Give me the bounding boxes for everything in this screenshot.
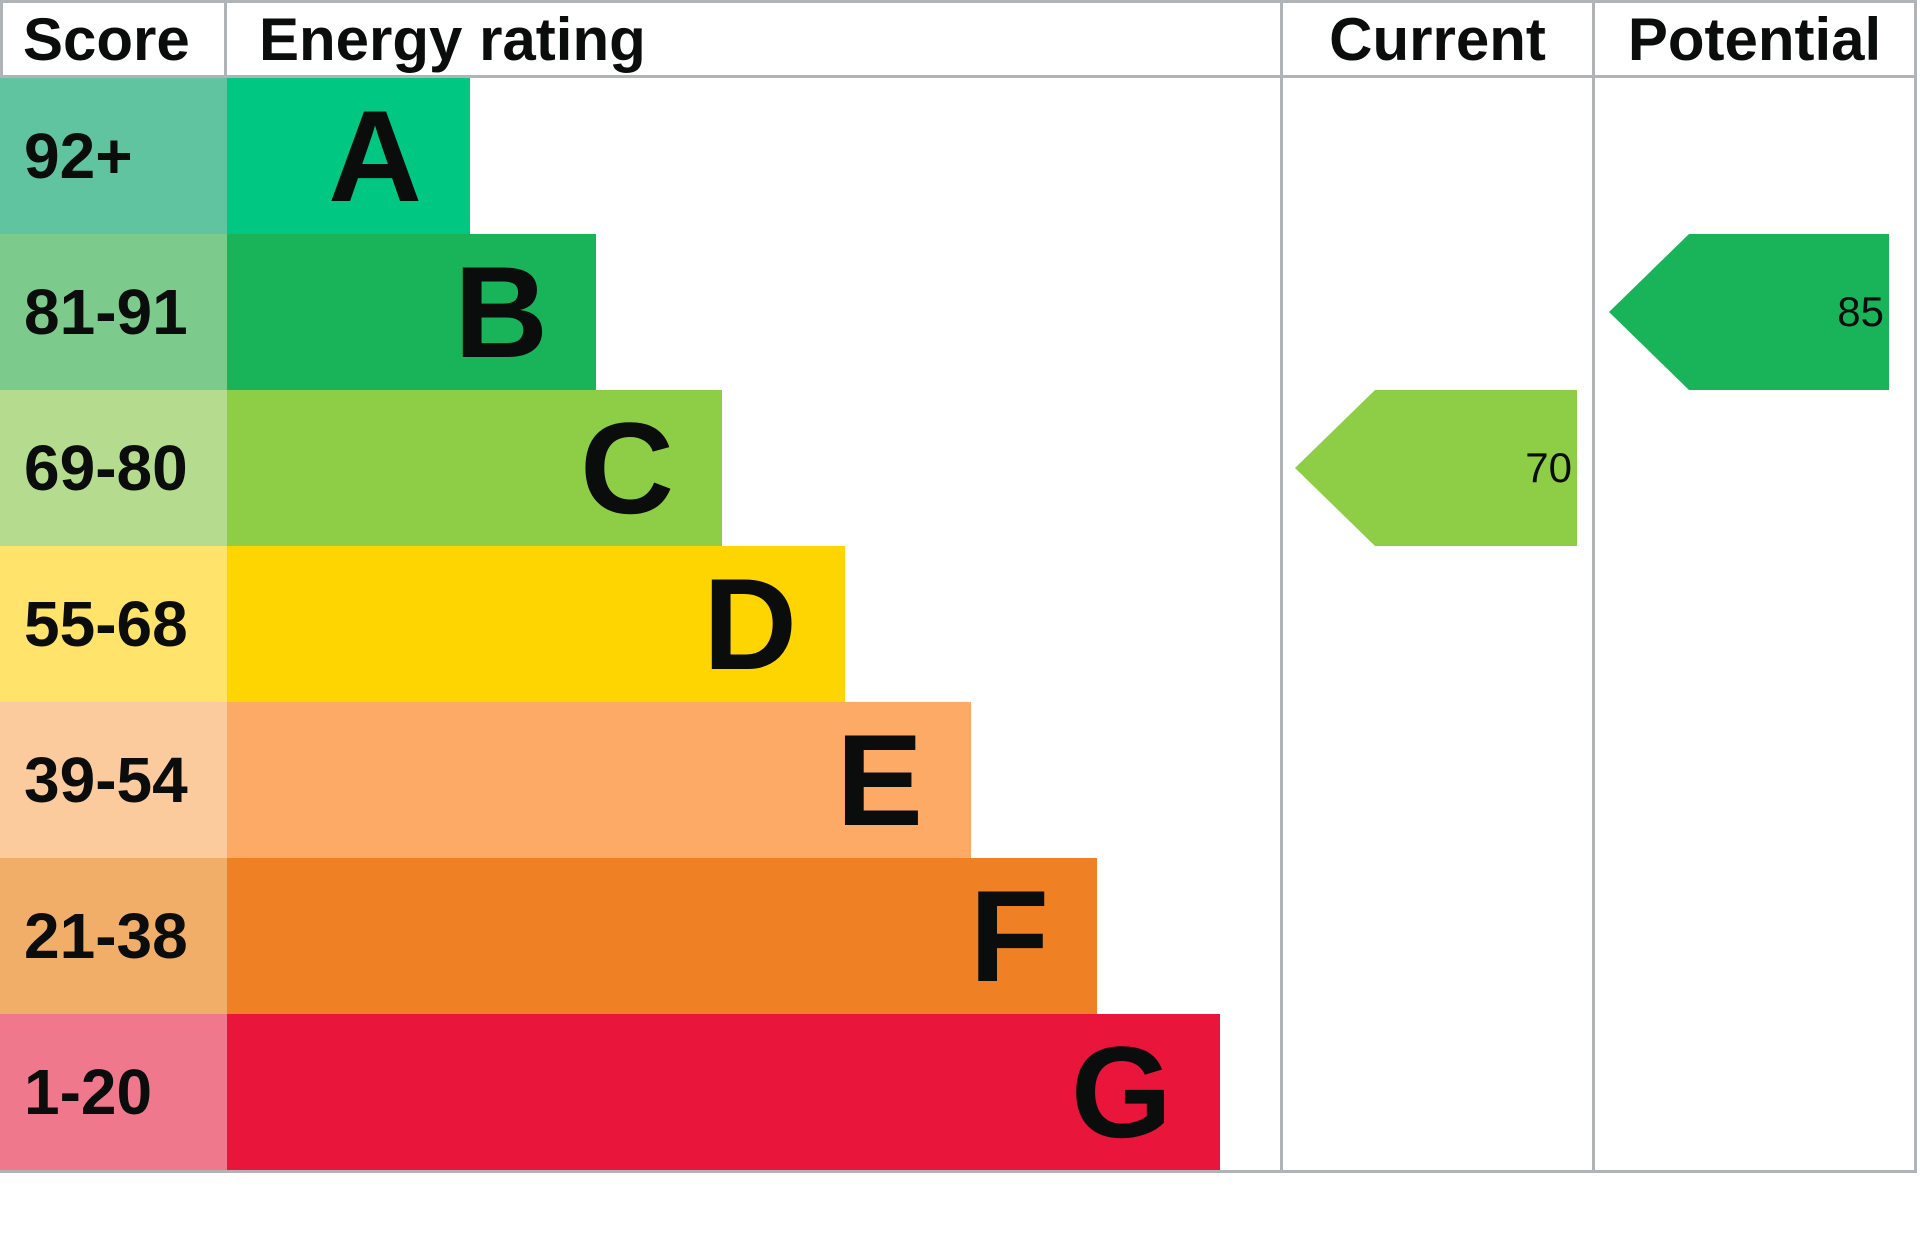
score-range-label: 81-91 bbox=[24, 276, 188, 348]
current-rating-value: 70 bbox=[1525, 444, 1572, 491]
band-letter: F bbox=[969, 863, 1049, 1009]
band-row-d: 55-68 D bbox=[0, 546, 1920, 702]
score-range-label: 55-68 bbox=[24, 588, 188, 660]
band-letter: B bbox=[454, 239, 548, 385]
band-row-a: 92+ A bbox=[0, 78, 1920, 234]
band-letter: A bbox=[328, 83, 422, 229]
score-cell-f: 21-38 bbox=[0, 858, 227, 1014]
score-range-label: 92+ bbox=[24, 120, 133, 192]
score-cell-e: 39-54 bbox=[0, 702, 227, 858]
band-bar-d: D bbox=[227, 546, 845, 702]
band-bar-a: A bbox=[227, 78, 470, 234]
band-letter: D bbox=[703, 551, 797, 697]
score-range-label: 1-20 bbox=[24, 1056, 153, 1128]
header-bottom-border bbox=[0, 75, 1917, 78]
table-top-border bbox=[0, 0, 1917, 3]
current-column-divider bbox=[1280, 0, 1283, 1173]
band-row-f: 21-38 F bbox=[0, 858, 1920, 1014]
table-right-border bbox=[1914, 0, 1917, 1173]
score-header-divider bbox=[224, 3, 227, 75]
band-bar-g: G bbox=[227, 1014, 1220, 1170]
table-bottom-border bbox=[0, 1170, 1917, 1173]
band-letter: C bbox=[580, 395, 674, 541]
band-bar-f: F bbox=[227, 858, 1097, 1014]
header-left-border bbox=[0, 0, 3, 78]
score-column-header: Score bbox=[23, 5, 190, 73]
band-letter: E bbox=[836, 707, 923, 853]
score-range-label: 69-80 bbox=[24, 432, 188, 504]
band-bar-b: B bbox=[227, 234, 596, 390]
score-cell-g: 1-20 bbox=[0, 1014, 227, 1170]
band-bar-c: C bbox=[227, 390, 722, 546]
score-range-label: 39-54 bbox=[24, 744, 188, 816]
score-range-label: 21-38 bbox=[24, 900, 188, 972]
band-row-g: 1-20 G bbox=[0, 1014, 1920, 1170]
score-cell-a: 92+ bbox=[0, 78, 227, 234]
band-bar-e: E bbox=[227, 702, 971, 858]
energy-rating-column-header: Energy rating bbox=[259, 5, 646, 73]
band-letter: G bbox=[1070, 1019, 1172, 1165]
band-row-c: 69-80 C bbox=[0, 390, 1920, 546]
score-cell-c: 69-80 bbox=[0, 390, 227, 546]
score-cell-b: 81-91 bbox=[0, 234, 227, 390]
score-cell-d: 55-68 bbox=[0, 546, 227, 702]
potential-column-divider bbox=[1592, 0, 1595, 1173]
potential-rating-value: 85 bbox=[1837, 288, 1884, 335]
potential-column-header: Potential bbox=[1627, 5, 1882, 73]
band-row-e: 39-54 E bbox=[0, 702, 1920, 858]
band-row-b: 81-91 B bbox=[0, 234, 1920, 390]
current-column-header: Current bbox=[1329, 5, 1546, 73]
